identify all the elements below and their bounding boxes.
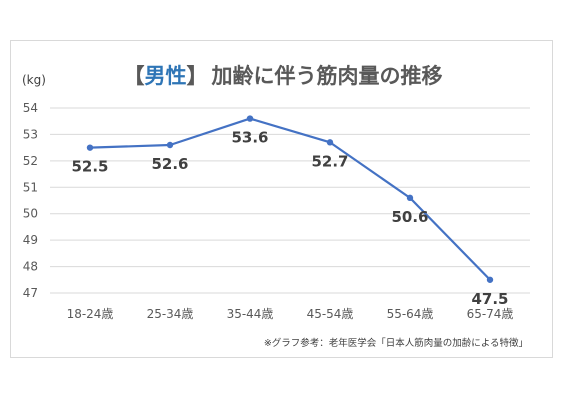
y-tick-label: 50 — [23, 207, 38, 221]
x-tick-label: 55-64歳 — [387, 307, 434, 321]
data-point — [166, 141, 174, 149]
title-main-text: 加齢に伴う筋肉量の推移 — [211, 64, 443, 88]
x-tick-label: 65-74歳 — [467, 307, 514, 321]
data-label: 50.6 — [391, 208, 428, 226]
series-line — [89, 117, 491, 281]
gridlines — [50, 107, 530, 294]
title-bracket-close: 】 — [187, 64, 208, 88]
x-tick-label: 25-34歳 — [147, 307, 194, 321]
y-tick-label: 47 — [23, 286, 38, 300]
y-tick-label: 54 — [23, 101, 38, 115]
data-label: 52.6 — [151, 155, 188, 173]
source-note: ※グラフ参考：老年医学会「日本人筋肉量の加齢による特徴」 — [264, 337, 528, 349]
data-label: 53.6 — [231, 129, 268, 147]
data-points — [86, 115, 494, 283]
x-tick-label: 35-44歳 — [227, 307, 274, 321]
y-tick-label: 48 — [23, 260, 38, 274]
chart-title: 【男性】 加齢に伴う筋肉量の推移 — [124, 64, 443, 88]
series-polyline — [89, 117, 491, 281]
y-axis-unit: (kg) — [22, 73, 46, 87]
y-tick-label: 52 — [23, 154, 38, 168]
data-labels: 52.5 52.6 53.6 52.7 50.6 47.5 — [71, 129, 508, 308]
x-axis-ticks: 18-24歳 25-34歳 35-44歳 45-54歳 55-64歳 65-74歳 — [67, 307, 514, 321]
data-point — [486, 276, 494, 283]
y-tick-label: 51 — [23, 180, 38, 194]
chart-frame — [10, 40, 553, 358]
data-label: 52.7 — [311, 152, 348, 170]
y-tick-label: 53 — [23, 127, 38, 141]
data-label: 47.5 — [471, 290, 508, 308]
title-bracket-open: 【 — [124, 64, 145, 88]
data-point — [326, 139, 334, 146]
data-label: 52.5 — [71, 158, 108, 176]
title-accent-text: 男性 — [145, 64, 187, 88]
data-point — [86, 144, 94, 151]
x-tick-label: 45-54歳 — [307, 307, 354, 321]
y-axis-ticks: 47 48 49 50 51 52 53 54 — [23, 101, 38, 300]
x-tick-label: 18-24歳 — [67, 307, 114, 321]
data-point — [406, 194, 414, 202]
data-point — [246, 115, 254, 122]
y-tick-label: 49 — [23, 233, 38, 247]
